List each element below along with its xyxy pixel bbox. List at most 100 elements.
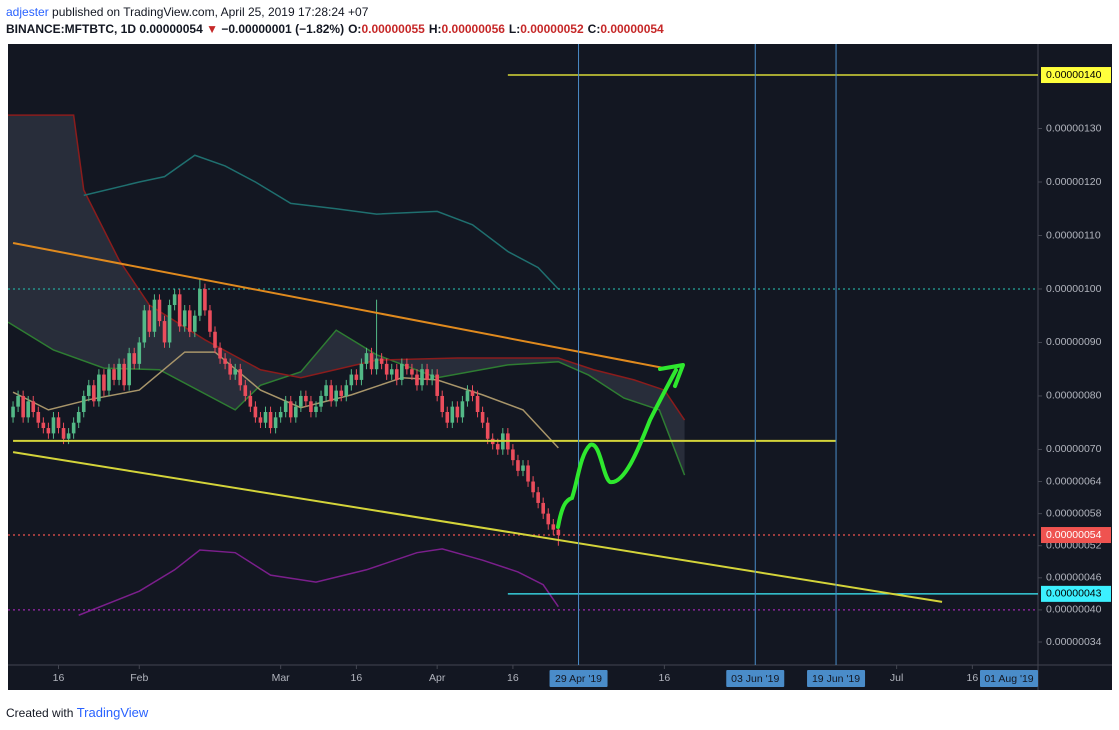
y-tick-label: 0.00000120 [1046,176,1102,188]
candle-body [51,417,56,434]
candle-body [516,460,520,471]
ohlc-value: 0.00000054 [600,22,664,36]
candle-body [339,390,344,396]
price-label: 0.00000054 [1046,529,1102,541]
author[interactable]: adjester [6,5,49,19]
candle-body [228,363,232,375]
candle-body [213,331,217,348]
candle-body [440,395,445,412]
candle-body [56,417,61,429]
candle-body [546,513,551,525]
candle-body [511,449,515,461]
candle-body [243,385,248,396]
candle-body [167,305,172,343]
y-tick-label: 0.00000100 [1046,283,1102,295]
candle-body [344,385,349,396]
candle-body [521,465,525,471]
candle-body [268,412,273,429]
candle-body [334,390,338,402]
candle-body [172,294,177,306]
indicator-line [83,154,559,290]
published: published on TradingView.com, April 25, … [52,5,369,19]
candle-body [410,369,414,375]
candle-body [16,395,20,407]
drawn-arrow [556,363,685,529]
candle-body [415,374,419,386]
candle-body [218,347,222,359]
ohlc-value: 0.00000056 [441,22,505,36]
y-tick-label: 0.00000058 [1046,507,1102,519]
candle-body [526,465,530,482]
candle-body [556,529,561,536]
x-tick-label: Jul [890,672,903,684]
candle-body [299,395,303,407]
candle-body [460,401,465,418]
price-label-box [1041,527,1111,544]
candle-body [354,374,359,380]
candle-body [536,492,540,503]
x-tick-label: 16 [659,672,671,684]
cloud-span-a [8,321,686,476]
candle-body [485,422,490,439]
candle-body [389,369,394,375]
candle-body [223,358,227,364]
y-tick-label: 0.00000090 [1046,336,1102,348]
candle-body [248,395,253,407]
x-tick-label: 16 [53,672,65,684]
candle-body [430,374,434,380]
price-label: 0.00000043 [1046,588,1102,600]
plot-area [8,44,1038,665]
y-tick-label: 0.00000064 [1046,475,1102,487]
candle-body [405,363,409,370]
trend-line [12,241,665,370]
candle-body [137,342,142,364]
axes: 0.00000130 0.00000120 0.00000110 0.00000100… [53,67,1111,687]
candle-body [384,363,389,375]
y-tick-label: 0.00000070 [1046,443,1102,455]
candle-body [187,310,192,332]
ohlc-label: O: [348,22,362,36]
candle-body [102,374,106,391]
candle-body [475,395,480,412]
date-marker-box [726,670,785,687]
candle-body [147,310,152,332]
y-tick-label: 0.00000080 [1046,390,1102,402]
candle-body [455,406,460,418]
price-label-box [1041,585,1111,602]
candle-body [364,353,369,364]
candle-body [541,502,545,514]
date-marker-label: 29 Apr '19 [555,673,602,685]
candle-body [122,363,126,386]
price: 0.00000054 [139,22,203,36]
publish-line: adjester published on TradingView.com, A… [6,5,368,19]
candle-body [288,401,293,418]
candle-body [132,353,137,364]
candle-body [379,358,384,364]
candle-body [304,395,308,402]
candle-body [66,433,71,439]
x-tick-label: 16 [507,672,519,684]
x-tick-label: 16 [351,672,363,684]
candle-body [81,395,86,412]
date-marker-box [549,670,608,687]
footer: Created with TradingView [6,705,148,720]
candle-body [193,315,197,332]
candle-body [293,406,298,418]
brand[interactable]: TradingView [76,705,149,720]
candle-body [31,401,36,412]
y-tick-label: 0.00000046 [1046,572,1102,584]
cloud-span-b [8,114,686,421]
candle-body [11,406,15,418]
candle-body [450,406,455,423]
candle-body [152,299,157,332]
ohlc-value: 0.00000055 [361,22,425,36]
candle-body [127,353,131,386]
candle-body [117,363,121,380]
candle-body [258,417,263,423]
candle-body [319,395,323,407]
date-marker-label: 19 Jun '19 [812,673,860,685]
trend-line [12,451,943,603]
price-label: 0.00000140 [1046,69,1102,81]
candle-body [253,406,258,418]
